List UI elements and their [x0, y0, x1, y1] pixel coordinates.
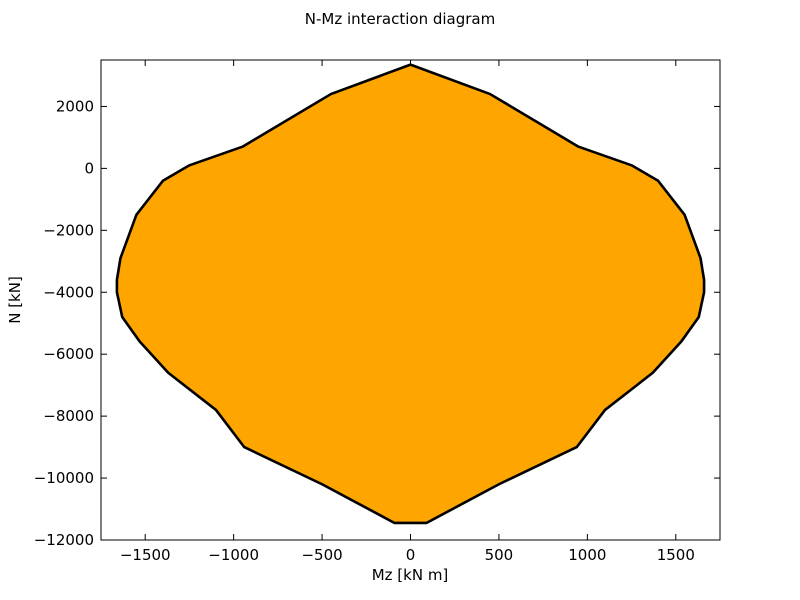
- y-tick-labels: 2000 0 −2000 −4000 −6000 −8000 −10000 −12000: [34, 97, 94, 549]
- x-tick-label: 1000: [568, 546, 606, 564]
- y-axis-title: N [kN]: [6, 276, 24, 324]
- y-tick-label: 2000: [56, 97, 94, 115]
- y-tick-label: −8000: [43, 407, 94, 425]
- x-tick-label: 500: [485, 546, 514, 564]
- chart-title: N-Mz interaction diagram: [305, 10, 495, 28]
- plot-area: [115, 63, 706, 525]
- tick-marks: [101, 60, 720, 541]
- x-tick-label: −500: [301, 546, 342, 564]
- y-tick-label: −2000: [43, 221, 94, 239]
- y-tick-label: −12000: [34, 531, 94, 549]
- y-tick-label: 0: [84, 159, 94, 177]
- x-tick-label: −1500: [120, 546, 171, 564]
- x-axis-title: Mz [kN m]: [372, 566, 449, 584]
- interaction-envelope: [115, 63, 706, 525]
- y-tick-label: −10000: [34, 469, 94, 487]
- x-tick-label: 1500: [657, 546, 695, 564]
- x-tick-labels: −1500 −1000 −500 0 500 1000 1500: [120, 546, 695, 564]
- y-tick-label: −6000: [43, 345, 94, 363]
- x-tick-label: −1000: [208, 546, 259, 564]
- x-tick-label: 0: [406, 546, 416, 564]
- y-tick-label: −4000: [43, 283, 94, 301]
